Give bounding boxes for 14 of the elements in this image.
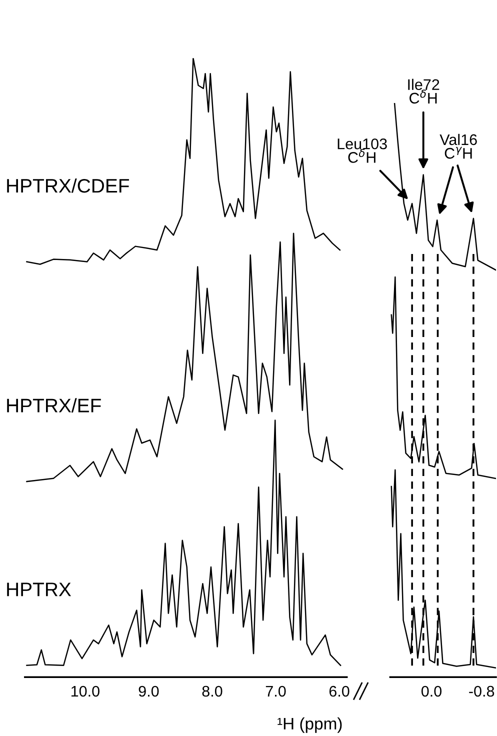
x-tick-label: 0.0 <box>421 686 442 697</box>
series-label: HPTRX/EF <box>7 398 101 412</box>
x-tick-label: 7.0 <box>266 686 286 697</box>
x-tick-label: 10.0 <box>71 686 100 697</box>
x-tick-label: 9.0 <box>138 686 159 697</box>
x-axis-title: ¹H (ppm) <box>278 717 342 733</box>
annotation: Ile72 C$^{δ}$H <box>408 78 440 104</box>
text: HPTRX <box>7 582 72 596</box>
x-tick-label: 6.0 <box>329 686 350 697</box>
x-tick-label: 8.0 <box>202 686 222 697</box>
text: HPTRX/CDEF <box>7 178 129 193</box>
annotation: Val16 C$^{γ}$H <box>440 134 477 159</box>
annotation: Leu103 C$^{δ}$H <box>338 138 387 163</box>
x-tick-label: -0.8 <box>469 686 494 697</box>
